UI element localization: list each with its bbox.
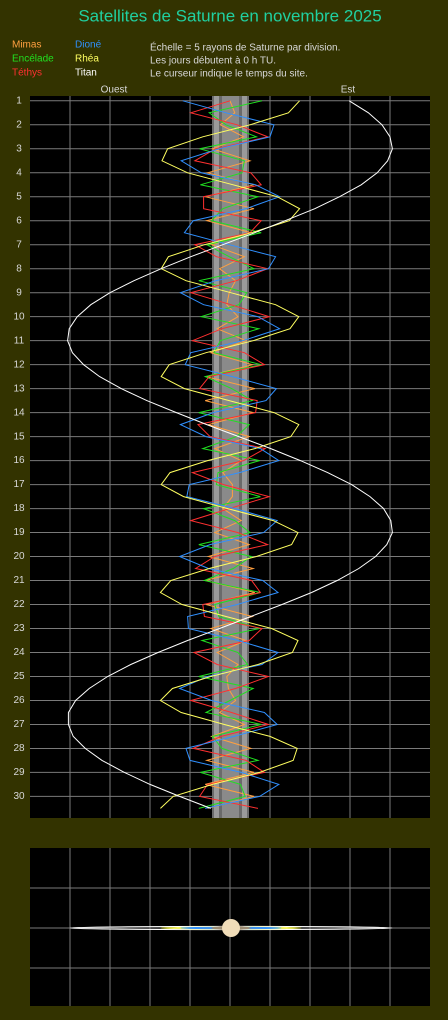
y-tick-label: 24 (13, 647, 25, 658)
y-tick-label: 15 (13, 431, 25, 442)
y-tick-label: 25 (13, 671, 25, 682)
y-tick-label: 18 (13, 503, 25, 514)
y-tick-label: 1 (16, 95, 22, 106)
y-tick-label: 3 (16, 143, 22, 154)
y-tick-label: 2 (16, 119, 22, 130)
west-label: Ouest (101, 85, 128, 96)
y-tick-label: 8 (16, 263, 22, 274)
chart-title: Satellites de Saturne en novembre 2025 (78, 6, 381, 25)
y-tick-label: 14 (13, 407, 25, 418)
y-tick-label: 23 (13, 623, 25, 634)
y-tick-label: 28 (13, 743, 25, 754)
y-tick-label: 17 (13, 479, 25, 490)
legend-entry: Dioné (75, 40, 102, 51)
saturn (222, 919, 240, 937)
legend-entry: Encélade (12, 54, 54, 65)
curves (67, 100, 393, 809)
y-tick-label: 20 (13, 551, 25, 562)
y-tick-label: 22 (13, 599, 25, 610)
note: Échelle = 5 rayons de Saturne par divisi… (150, 41, 340, 54)
y-tick-label: 30 (13, 791, 25, 802)
y-tick-label: 9 (16, 287, 22, 298)
y-tick-label: 12 (13, 359, 25, 370)
y-tick-label: 5 (16, 191, 22, 202)
legend-entry: Titan (75, 68, 97, 79)
legend-entry: Téthys (12, 68, 42, 79)
orbit-view (30, 848, 430, 1006)
note: Les jours débutent à 0 h TU. (150, 56, 276, 67)
satellite-track (178, 100, 281, 809)
y-tick-label: 21 (13, 575, 25, 586)
y-tick-label: 4 (16, 167, 22, 178)
satellite-track (67, 100, 393, 809)
legend: Mimas Encélade Téthys Dioné Rhéa Titan (12, 40, 102, 79)
y-tick-label: 27 (13, 719, 25, 730)
y-tick-label: 7 (16, 239, 22, 250)
y-tick-label: 13 (13, 383, 25, 394)
satellite-track (188, 100, 272, 809)
y-tick-label: 10 (13, 311, 25, 322)
note: Le curseur indique le temps du site. (150, 69, 308, 80)
legend-entry: Rhéa (75, 54, 99, 65)
y-tick-label: 19 (13, 527, 25, 538)
y-tick-label: 16 (13, 455, 25, 466)
y-tick-label: 29 (13, 767, 25, 778)
y-tick-label: 26 (13, 695, 25, 706)
legend-entry: Mimas (12, 40, 41, 51)
ring-stripe (214, 96, 219, 818)
y-tick-label: 6 (16, 215, 22, 226)
east-label: Est (341, 85, 356, 96)
y-tick-label: 11 (14, 335, 25, 346)
